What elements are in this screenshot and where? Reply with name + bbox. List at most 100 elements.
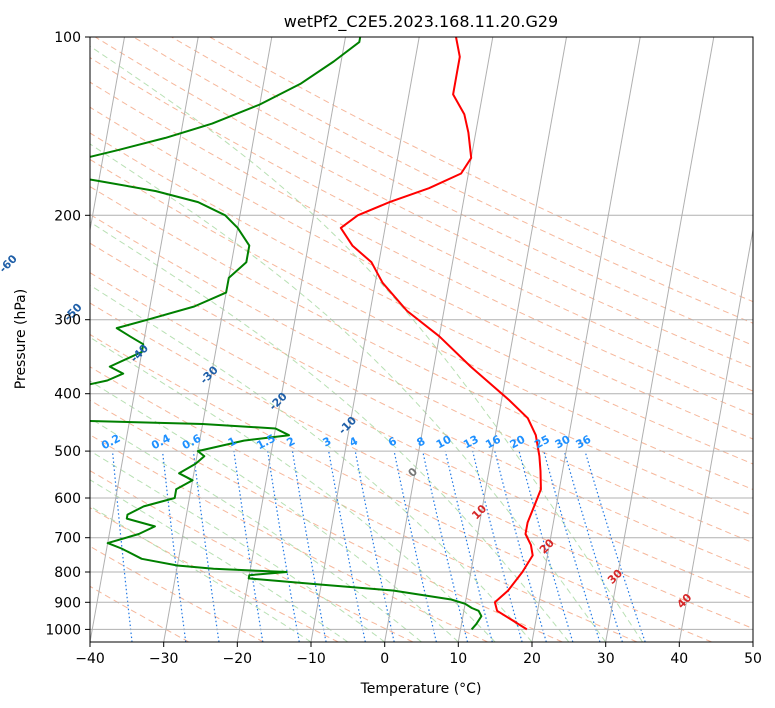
isotherm-label: 0 <box>406 465 421 480</box>
mixing-ratio-line <box>354 450 395 642</box>
grid <box>90 36 753 630</box>
mixing-ratio-line <box>584 450 646 642</box>
mixing-ratio-label: 2 <box>284 434 297 449</box>
isotherm-line <box>605 37 715 642</box>
mixing-ratio-label: 0.4 <box>149 432 173 453</box>
dry-adiabat <box>90 106 753 440</box>
x-axis-title: Temperature (°C) <box>360 681 482 697</box>
moist-adiabat <box>90 143 607 642</box>
mixing-ratio-line <box>472 450 523 642</box>
dry-adiabat <box>90 186 753 517</box>
x-tick-label: −30 <box>149 651 179 667</box>
x-tick-label: −10 <box>296 651 326 667</box>
dry-adiabat <box>90 366 638 642</box>
mixing-ratio-line <box>192 451 220 642</box>
y-tick-label: 300 <box>54 313 81 329</box>
mixing-ratio-line <box>444 450 493 642</box>
x-tick-label: 20 <box>523 651 541 667</box>
dry-adiabat <box>90 81 753 416</box>
dry-adiabat <box>90 213 753 544</box>
mixing-ratio-line <box>161 451 187 642</box>
temperature-line <box>339 37 542 631</box>
mixing-ratio-label: 16 <box>483 433 503 452</box>
moist-adiabat <box>90 336 496 642</box>
chart-title: wetPf2_C2E5.2023.168.11.20.G29 <box>284 12 558 32</box>
isotherm-line <box>384 37 494 642</box>
y-tick-label: 100 <box>54 30 81 46</box>
moist-adiabat <box>90 284 533 642</box>
isotherm-label: -60 <box>0 252 20 275</box>
mixing-ratio-label: 13 <box>461 433 481 452</box>
dry-adiabat <box>90 158 753 491</box>
plot-frame <box>89 36 754 643</box>
x-axis-ticks: −40 −30 −20 −10 0 10 20 30 40 50 <box>75 642 762 667</box>
mixing-ratio-label: 25 <box>532 433 552 452</box>
mixing-ratio-label: 6 <box>386 434 399 449</box>
dry-adiabat <box>90 507 339 642</box>
isotherm-line <box>531 37 641 642</box>
isoline-labels: 0.20.40.611.52346810131620253036-100-90-… <box>0 252 695 611</box>
dry-adiabat <box>90 434 488 642</box>
isotherm-line <box>236 37 346 642</box>
moist-adiabat <box>90 380 459 642</box>
dry-adiabat <box>90 333 712 642</box>
isotherm-line <box>90 37 199 642</box>
mixing-ratio-line <box>393 450 437 642</box>
mixing-ratio-line <box>422 450 469 642</box>
moist-adiabat <box>90 45 643 642</box>
x-tick-label: 40 <box>670 651 688 667</box>
isotherm-line <box>752 639 753 642</box>
dry-adiabat <box>90 242 753 572</box>
x-tick-label: 10 <box>449 651 467 667</box>
mixing-ratio-line <box>543 450 601 642</box>
series-layer <box>90 37 542 631</box>
dry-adiabat <box>133 37 753 346</box>
y-tick-label: 600 <box>54 491 81 507</box>
moist-adiabat <box>90 417 422 642</box>
mixing-ratio-label: 20 <box>508 433 528 452</box>
y-tick-label: 500 <box>54 444 81 460</box>
y-tick-label: 700 <box>54 531 81 547</box>
y-tick-label: 200 <box>54 208 81 224</box>
isotherm-line <box>163 37 273 642</box>
mixing-ratio-line <box>494 450 547 642</box>
moist-adiabat <box>90 450 385 642</box>
dry-adiabat <box>90 545 264 642</box>
mixing-ratio-label: 8 <box>415 434 428 449</box>
dry-adiabat <box>90 132 753 465</box>
mixing-ratio-label: 36 <box>574 433 594 452</box>
isotherm-label: 30 <box>605 566 625 586</box>
background-lines <box>90 37 753 642</box>
y-axis-title: Pressure (hPa) <box>13 289 29 389</box>
isotherm-label: 40 <box>674 591 694 611</box>
mixing-ratio-label: 4 <box>347 434 360 449</box>
mixing-ratio-label: 3 <box>321 434 334 449</box>
dewpoint-line <box>90 37 483 631</box>
dry-adiabat <box>90 272 753 600</box>
dry-adiabat <box>209 37 753 303</box>
dry-adiabat <box>90 57 753 392</box>
mixing-ratio-label: 30 <box>553 433 573 452</box>
mixing-ratio-label: 10 <box>434 433 454 452</box>
mixing-ratio-line <box>291 451 327 642</box>
mixing-ratio-label: 0.2 <box>99 432 122 453</box>
moist-adiabat <box>90 221 570 642</box>
x-tick-label: −20 <box>223 651 253 667</box>
y-tick-label: 1000 <box>45 622 81 638</box>
x-tick-label: 30 <box>597 651 615 667</box>
dry-adiabat <box>171 37 753 324</box>
y-tick-label: 800 <box>54 565 81 581</box>
x-tick-label: 50 <box>744 651 762 667</box>
mixing-ratio-line <box>233 451 264 642</box>
dry-adiabat <box>94 37 753 369</box>
y-axis-ticks: 100 200 300 400 500 600 700 800 900 1000 <box>45 30 90 638</box>
isotherm-line <box>90 37 125 233</box>
moist-adiabat <box>90 505 312 642</box>
isotherm-label: 20 <box>537 536 557 556</box>
mixing-ratio-line <box>267 451 300 642</box>
dry-adiabat <box>90 470 414 642</box>
isotherm-line <box>678 227 753 642</box>
moist-adiabat <box>90 479 349 642</box>
x-tick-label: −40 <box>75 651 105 667</box>
dry-adiabat <box>90 302 753 630</box>
